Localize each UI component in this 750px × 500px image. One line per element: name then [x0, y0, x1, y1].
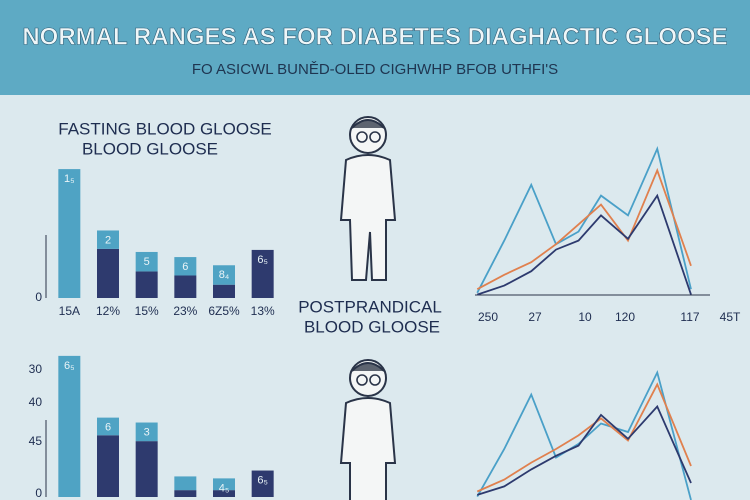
- x-tick-label: 15%: [135, 304, 159, 318]
- bar-segment: [135, 271, 158, 298]
- data-line: [476, 167, 692, 290]
- bar-label: 4₅: [219, 482, 230, 494]
- bar-segment: [97, 248, 119, 298]
- x-tick-label: 23%: [173, 304, 197, 318]
- bar-segment: [251, 470, 274, 497]
- data-line: [476, 145, 692, 294]
- x-tick-label: 13%: [251, 304, 275, 318]
- data-line: [476, 193, 692, 296]
- bar-label: 2: [105, 234, 111, 246]
- y-tick-label: 45: [29, 434, 43, 448]
- bar-segment: [58, 355, 81, 497]
- x-tick-label: 15A: [59, 304, 80, 318]
- section-heading: POSTPRANDICAL: [298, 297, 442, 316]
- person-figure: [339, 359, 397, 500]
- bar-segment: [58, 169, 81, 298]
- x-tick-label: 12%: [96, 304, 120, 318]
- bar-segment: [251, 249, 274, 298]
- bar-label: 8₄: [219, 269, 230, 281]
- title: NORMAL RANGES AS FOR DIABETES DIAGHACTIC…: [22, 23, 727, 50]
- y-tick-label: 0: [35, 290, 42, 304]
- bar-segment: [97, 417, 119, 436]
- y-tick-label: 0: [35, 486, 42, 500]
- data-line: [476, 369, 692, 500]
- subtitle: FO ASICWL BUNĚD-OLED CIGHWHP BFOB UTHFI'…: [192, 61, 558, 78]
- y-tick-label: 30: [29, 362, 43, 376]
- bar-label: 6: [182, 261, 188, 273]
- bar-label: 6₅: [64, 360, 75, 372]
- bar-segment: [213, 490, 235, 497]
- x-tick-label: 27: [528, 310, 542, 324]
- x-tick-label: 10: [578, 310, 592, 324]
- bar-segment: [213, 265, 235, 285]
- data-line: [476, 382, 692, 493]
- bar-label: 5: [144, 256, 150, 268]
- section-heading: BLOOD GLOOSE: [82, 139, 218, 158]
- x-tick-label: 117: [680, 310, 699, 324]
- bar-segment: [97, 230, 119, 249]
- bar-segment: [135, 251, 158, 272]
- bar-label: 6₅: [257, 254, 268, 266]
- x-tick-label: 45T: [720, 310, 741, 324]
- bar-label: 1₅: [64, 173, 75, 185]
- section-heading: BLOOD GLOOSE: [304, 317, 440, 336]
- bar-label: 3: [144, 426, 150, 438]
- bar-segment: [213, 284, 235, 298]
- bar-segment: [174, 476, 197, 491]
- x-tick-label: 6Z5%: [208, 304, 240, 318]
- bar-segment: [135, 422, 158, 442]
- bar-segment: [174, 490, 197, 497]
- x-tick-label: 250: [478, 310, 498, 324]
- person-figure: [339, 116, 397, 281]
- data-line: [476, 404, 692, 496]
- header-band: [0, 0, 750, 95]
- section-heading: FASTING BLOOD GLOOSE: [58, 119, 272, 138]
- bar-segment: [174, 257, 197, 276]
- bar-segment: [97, 435, 119, 497]
- bar-label: 6₅: [257, 474, 268, 486]
- bar-label: 6: [105, 422, 111, 434]
- y-tick-label: 40: [29, 395, 43, 409]
- bar-segment: [213, 478, 235, 491]
- x-tick-label: 120: [615, 310, 635, 324]
- bar-segment: [135, 441, 158, 497]
- bar-segment: [174, 275, 197, 298]
